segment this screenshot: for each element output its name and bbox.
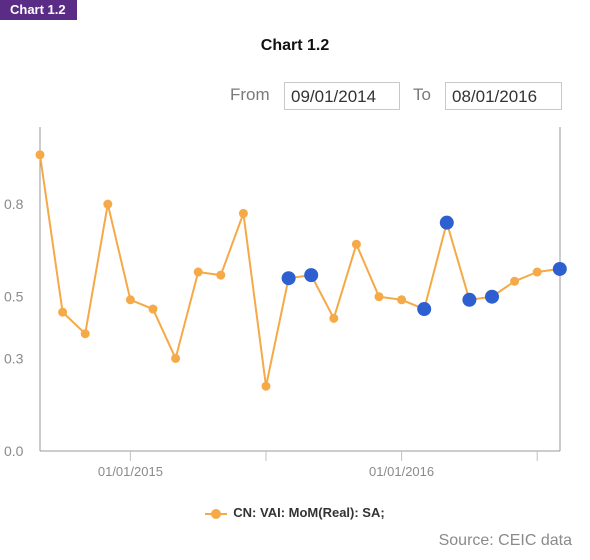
data-point bbox=[148, 304, 158, 314]
data-point bbox=[351, 239, 361, 249]
data-point bbox=[510, 276, 520, 286]
legend-swatch bbox=[205, 508, 228, 519]
legend-label: CN: VAI: MoM(Real): SA; bbox=[233, 505, 385, 520]
data-point bbox=[329, 313, 339, 323]
highlighted-data-point bbox=[439, 215, 454, 230]
x-tick-label: 01/01/2015 bbox=[98, 464, 163, 479]
data-point bbox=[80, 329, 90, 339]
y-tick-label: 0.0 bbox=[4, 443, 24, 459]
chart-tag: Chart 1.2 bbox=[0, 0, 77, 20]
legend[interactable]: CN: VAI: MoM(Real): SA; bbox=[0, 505, 590, 520]
series-line bbox=[39, 154, 560, 388]
to-date-input[interactable]: 08/01/2016 bbox=[445, 82, 562, 110]
data-point bbox=[125, 295, 135, 305]
highlighted-data-point bbox=[304, 268, 319, 283]
to-label: To bbox=[413, 85, 431, 104]
highlighted-data-point bbox=[281, 271, 296, 286]
highlighted-data-point bbox=[462, 292, 477, 307]
data-point bbox=[261, 381, 271, 391]
data-point bbox=[193, 267, 203, 277]
data-point bbox=[58, 307, 68, 317]
data-point bbox=[532, 267, 542, 277]
x-tick-label: 01/01/2016 bbox=[369, 464, 434, 479]
data-point bbox=[35, 150, 45, 160]
y-tick-label: 0.8 bbox=[4, 196, 24, 212]
highlighted-data-point bbox=[417, 302, 432, 317]
data-point bbox=[238, 208, 248, 218]
chart-title: Chart 1.2 bbox=[260, 37, 330, 54]
data-point bbox=[216, 270, 226, 280]
from-date-input[interactable]: 09/01/2014 bbox=[284, 82, 400, 110]
data-point bbox=[171, 353, 181, 363]
from-label: From bbox=[230, 85, 270, 104]
source-note: Source: CEIC data bbox=[438, 532, 572, 549]
data-point bbox=[397, 295, 407, 305]
y-tick-label: 0.3 bbox=[4, 350, 24, 366]
data-point bbox=[374, 292, 384, 302]
y-tick-label: 0.5 bbox=[4, 289, 24, 305]
highlighted-data-point bbox=[552, 261, 567, 276]
highlighted-data-point bbox=[485, 289, 499, 304]
data-point bbox=[103, 199, 113, 209]
